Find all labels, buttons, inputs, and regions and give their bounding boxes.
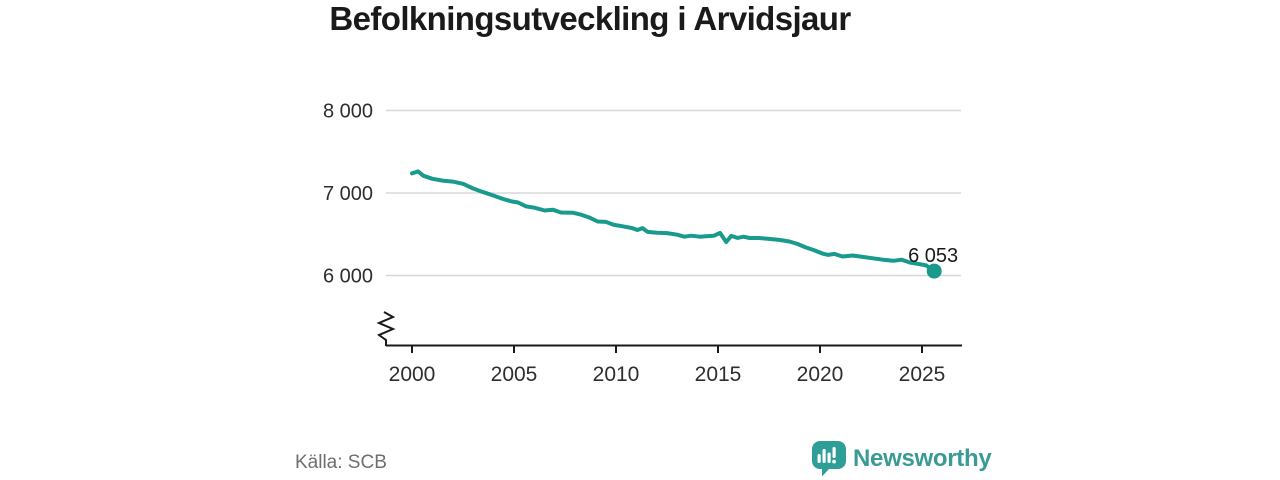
y-tick-label: 7 000 [323, 183, 373, 205]
newsworthy-logo[interactable]: Newsworthy [812, 441, 992, 477]
x-tick-label: 2020 [797, 363, 844, 386]
newsworthy-logo-text: Newsworthy [853, 445, 992, 472]
y-tick-label: 8 000 [323, 101, 373, 123]
bar-mid-icon [827, 452, 831, 463]
latest-value-label: 6 053 [908, 245, 958, 267]
x-tick-label: 2025 [899, 363, 946, 386]
population-line [410, 169, 937, 274]
x-tick-label: 2005 [491, 363, 538, 386]
exclamation-bar-icon [832, 447, 836, 458]
latest-value-dot [926, 263, 942, 279]
bar-small-icon [817, 454, 821, 463]
x-tick-label: 2000 [389, 363, 436, 386]
chart-title: Befolkningsutveckling i Arvidsjaur [329, 0, 851, 37]
y-tick-label: 6 000 [323, 266, 373, 288]
source-label: Källa: SCB [295, 452, 387, 473]
exclamation-dot-icon [832, 459, 836, 464]
axis-break-icon [376, 311, 396, 346]
bar-tall-icon [822, 449, 826, 463]
newsworthy-logo-icon [812, 441, 846, 477]
x-tick-label: 2010 [593, 363, 640, 386]
x-tick-label: 2015 [695, 363, 742, 386]
